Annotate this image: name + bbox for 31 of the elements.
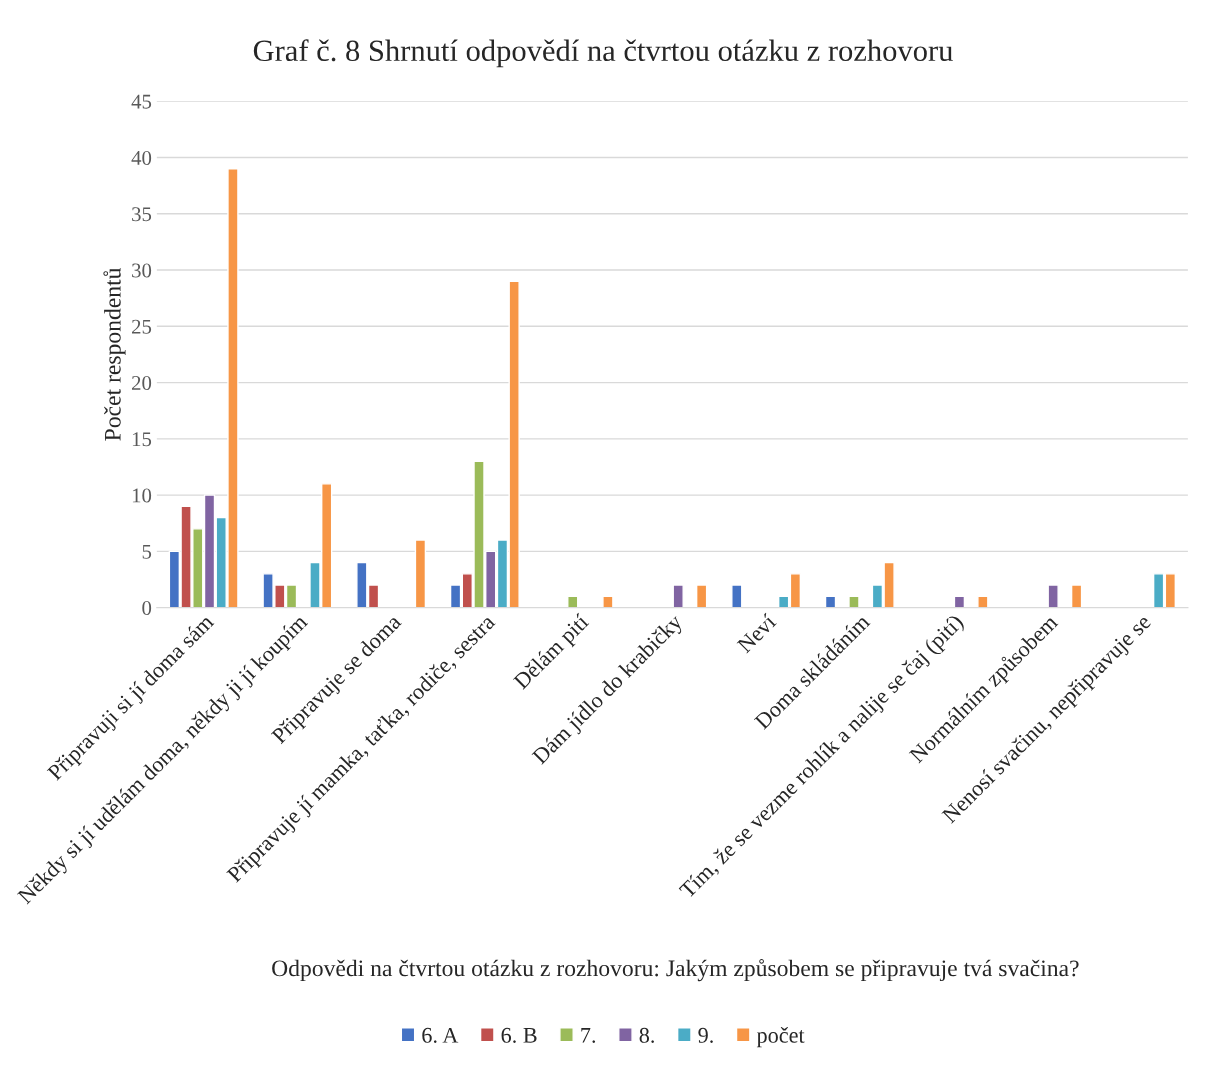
legend-label: 8. (639, 1027, 654, 1043)
y-axis-title: Počet respondentů (103, 267, 126, 441)
bar (602, 595, 614, 608)
x-axis-title: Odpovědi na čtvrtou otázku z rozhovoru: Jakým způsobem se připravuje tvá svačina? (272, 958, 1079, 982)
y-tick-label: 20 (132, 375, 152, 391)
legend-label: 6. A (422, 1027, 459, 1043)
y-tick-label: 35 (132, 207, 152, 222)
y-tick-label: 30 (132, 263, 152, 278)
bar (953, 595, 966, 608)
y-tick-label: 0 (142, 600, 152, 616)
y-tick-label: 25 (132, 319, 152, 334)
bar (824, 595, 837, 608)
y-tick-label: 10 (132, 488, 152, 503)
legend-label: 6. B (501, 1027, 537, 1043)
legend-label: 9. (698, 1027, 713, 1043)
bar (695, 584, 708, 608)
y-tick-label: 45 (131, 94, 152, 109)
bar (1047, 584, 1059, 608)
chart-title: Graf č. 8 Shrnutí odpovědí na čtvrtou otázku z rozhovoru (253, 39, 953, 68)
y-tick-label: 40 (131, 150, 152, 165)
y-tick-label: 15 (132, 432, 152, 447)
bar (731, 584, 743, 608)
bar (1070, 584, 1083, 608)
bar (414, 539, 427, 608)
legend-label: počet (756, 1027, 805, 1048)
y-tick-label: 5 (142, 544, 152, 559)
legend-label: 7. (581, 1028, 596, 1043)
bar (977, 595, 989, 608)
bar (672, 584, 684, 608)
bar (848, 595, 860, 608)
bar (567, 595, 579, 608)
